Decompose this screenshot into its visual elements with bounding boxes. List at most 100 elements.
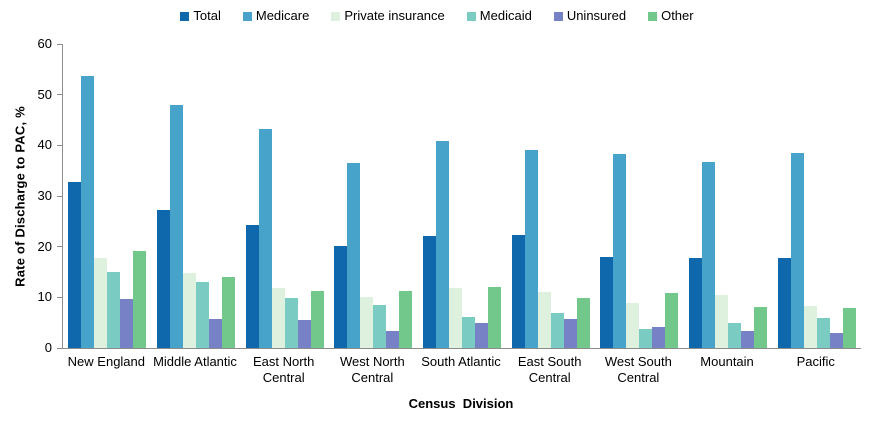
- bar-private-insurance-east-north-central: [271, 288, 285, 348]
- bar-other-mountain: [754, 306, 768, 348]
- legend-item-medicare: Medicare: [242, 8, 310, 24]
- legend-item-other: Other: [648, 8, 694, 24]
- x-label-pacific: Pacific: [796, 354, 835, 369]
- bar-uninsured-south-atlantic: [475, 322, 489, 348]
- bar-private-insurance-west-south-central: [626, 302, 640, 348]
- bar-medicare-pacific: [790, 153, 804, 348]
- bar-other-west-north-central: [399, 290, 413, 348]
- y-tick-mark-60: [57, 43, 62, 45]
- bar-uninsured-east-south-central: [563, 318, 577, 348]
- bar-other-east-north-central: [310, 291, 324, 348]
- y-tick-label-60: 60: [37, 36, 52, 51]
- x-label-mountain: Mountain: [700, 354, 754, 369]
- bar-medicaid-pacific: [816, 317, 830, 348]
- x-label-new-england: New England: [67, 354, 145, 369]
- bar-other-west-south-central: [665, 293, 679, 348]
- bar-uninsured-west-north-central: [386, 330, 400, 348]
- bar-other-new-england: [133, 251, 147, 348]
- bar-group-pacific: [772, 44, 861, 348]
- bar-uninsured-east-north-central: [297, 320, 311, 348]
- bar-other-south-atlantic: [488, 286, 502, 348]
- bar-medicaid-south-atlantic: [462, 317, 476, 348]
- bar-group-new-england: [63, 44, 152, 348]
- bar-total-pacific: [777, 258, 791, 348]
- legend-label-uninsured: Uninsured: [566, 8, 627, 23]
- bar-group-mountain: [684, 44, 773, 348]
- legend-item-private-insurance: Private insurance: [331, 8, 445, 24]
- y-tick-mark-50: [57, 94, 62, 96]
- y-tick-label-40: 40: [37, 137, 52, 153]
- bar-medicaid-mountain: [728, 322, 742, 348]
- bar-medicaid-east-north-central: [284, 298, 298, 348]
- y-tick-mark-10: [57, 296, 62, 298]
- legend-swatch-total: [180, 11, 190, 21]
- bar-private-insurance-middle-atlantic: [183, 272, 196, 348]
- y-tick-label-30: 30: [37, 188, 52, 203]
- bar-medicare-west-north-central: [347, 162, 361, 348]
- y-tick-label-20: 20: [37, 238, 52, 254]
- legend-swatch-private-insurance: [331, 11, 341, 21]
- bar-group-east-south-central: [506, 44, 595, 348]
- y-tick-label-50: 50: [37, 86, 52, 102]
- legend-label-medicare: Medicare: [255, 8, 310, 23]
- legend-swatch-uninsured: [553, 11, 563, 21]
- bar-other-pacific: [842, 307, 856, 348]
- bar-total-east-south-central: [511, 234, 525, 348]
- bar-group-south-atlantic: [418, 44, 507, 348]
- legend-label-other: Other: [661, 8, 694, 23]
- bar-medicare-east-south-central: [524, 150, 538, 348]
- bar-medicare-mountain: [702, 162, 716, 348]
- bar-medicaid-west-south-central: [639, 329, 653, 348]
- x-label-west-north-central: West North Central: [339, 354, 405, 385]
- bar-private-insurance-south-atlantic: [449, 288, 463, 348]
- bar-medicare-east-north-central: [258, 129, 272, 348]
- legend-swatch-medicare: [242, 11, 252, 21]
- bar-group-east-north-central: [240, 44, 329, 348]
- x-label-east-south-central: East South Central: [517, 354, 582, 385]
- legend-item-total: Total: [180, 8, 221, 24]
- bar-uninsured-middle-atlantic: [209, 318, 222, 348]
- bar-private-insurance-new-england: [94, 258, 108, 348]
- bar-total-west-north-central: [334, 245, 348, 348]
- x-label-east-north-central: East North Central: [252, 354, 315, 385]
- bar-total-middle-atlantic: [157, 209, 170, 348]
- bar-private-insurance-west-north-central: [360, 297, 374, 348]
- y-tick-mark-40: [57, 144, 62, 146]
- bar-group-west-north-central: [329, 44, 418, 348]
- bar-other-middle-atlantic: [222, 277, 235, 348]
- bar-medicaid-middle-atlantic: [196, 282, 209, 348]
- x-label-west-south-central: West South Central: [604, 354, 672, 385]
- bar-uninsured-west-south-central: [652, 327, 666, 348]
- legend-item-uninsured: Uninsured: [553, 8, 627, 24]
- bar-uninsured-mountain: [741, 331, 755, 348]
- bar-medicaid-new-england: [107, 272, 121, 348]
- bar-private-insurance-mountain: [715, 295, 729, 348]
- x-axis-title: Census Division: [408, 396, 514, 411]
- y-tick-label-10: 10: [37, 289, 52, 305]
- legend-label-total: Total: [193, 8, 221, 23]
- bar-total-mountain: [689, 258, 703, 348]
- bar-group-middle-atlantic: [152, 44, 241, 348]
- y-tick-label-0: 0: [44, 340, 52, 355]
- chart-legend: Total Medicare Private insurance Medicaid Un…: [0, 8, 874, 24]
- bar-other-east-south-central: [576, 298, 590, 348]
- bar-group-west-south-central: [595, 44, 684, 348]
- bar-private-insurance-pacific: [803, 306, 817, 348]
- legend-swatch-medicaid: [466, 11, 476, 21]
- bar-total-new-england: [68, 181, 82, 348]
- legend-label-private-insurance: Private insurance: [344, 8, 445, 23]
- bar-medicare-west-south-central: [613, 154, 627, 348]
- legend-label-medicaid: Medicaid: [479, 8, 532, 23]
- legend-swatch-other: [648, 11, 658, 21]
- y-tick-mark-0: [57, 347, 62, 349]
- y-tick-mark-30: [57, 195, 62, 197]
- bar-medicare-new-england: [81, 76, 95, 348]
- plot-area: [62, 44, 861, 349]
- bar-total-south-atlantic: [423, 235, 437, 348]
- bar-total-east-north-central: [245, 224, 259, 348]
- y-tick-mark-20: [57, 246, 62, 248]
- bar-medicaid-east-south-central: [550, 313, 564, 348]
- x-label-south-atlantic: South Atlantic: [421, 354, 501, 369]
- x-label-middle-atlantic: Middle Atlantic: [153, 354, 237, 369]
